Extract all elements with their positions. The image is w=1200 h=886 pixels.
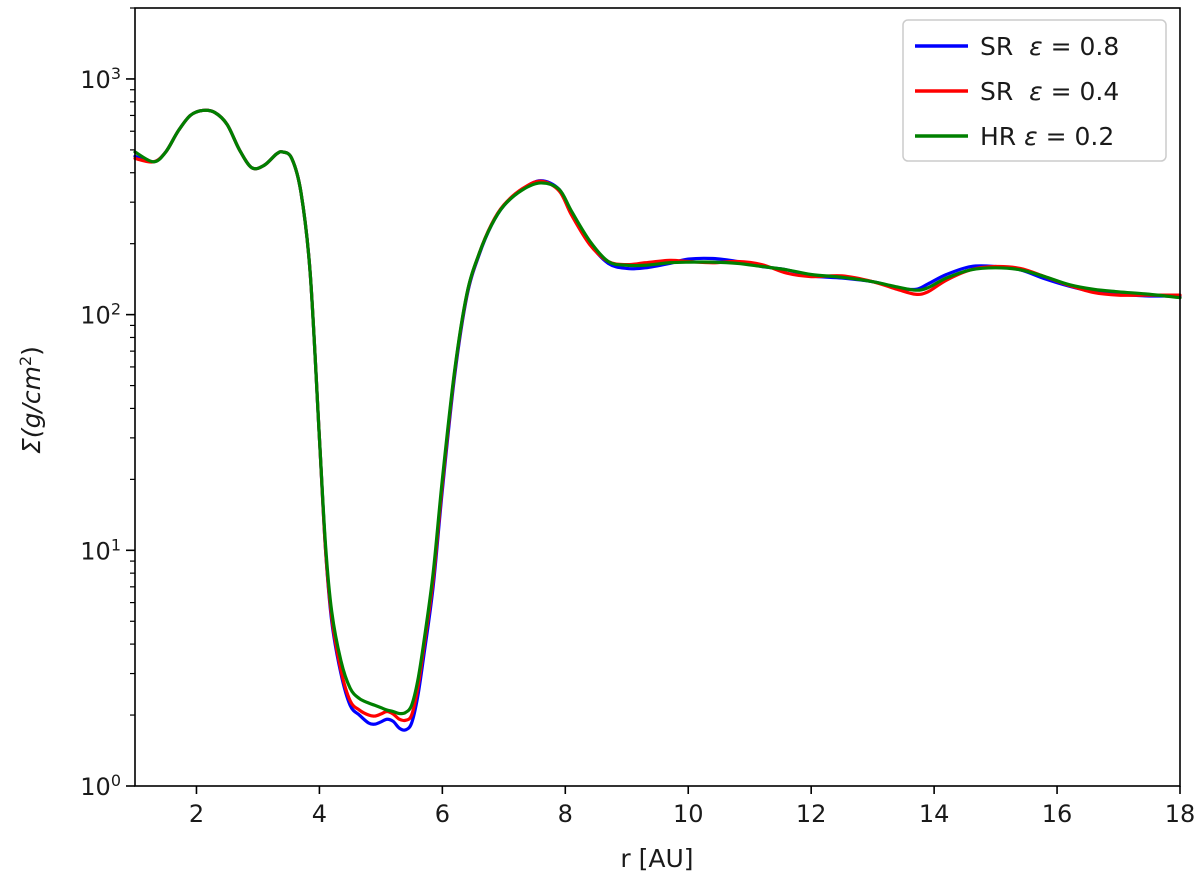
x-tick-label: 8: [558, 800, 573, 828]
x-tick-label: 18: [1165, 800, 1196, 828]
legend-label-1: SR ε = 0.8: [980, 32, 1119, 61]
legend: SR ε = 0.8 SR ε = 0.4 HR ε = 0.2: [902, 19, 1167, 162]
x-axis-label: r [AU]: [620, 844, 693, 873]
legend-entries: SR ε = 0.8 SR ε = 0.4 HR ε = 0.2: [915, 32, 1119, 151]
x-tick-label: 12: [796, 800, 827, 828]
y-axis-label: Σ(g/cm2): [16, 346, 47, 454]
series-line-2: [133, 108, 1182, 723]
y-tick-label: 101: [80, 535, 121, 566]
x-tick-label: 4: [312, 800, 327, 828]
x-tick-label: 6: [435, 800, 450, 828]
y-tick-label: 100: [80, 771, 121, 802]
legend-label-2: SR ε = 0.4: [980, 77, 1119, 106]
y-tick-label: 103: [80, 63, 121, 94]
x-tick-label: 14: [919, 800, 950, 828]
x-tick-label: 16: [1042, 800, 1073, 828]
series-line-1: [133, 108, 1182, 732]
legend-label-3: HR ε = 0.2: [980, 122, 1114, 151]
legend-box: [902, 19, 1167, 162]
y-axis-ticks: 100 101 102 103: [80, 7, 135, 802]
x-tick-label: 10: [673, 800, 704, 828]
y-tick-label: 102: [80, 299, 121, 330]
x-axis-ticks: 2 4 6 8 10 12 14 16 18: [189, 786, 1195, 828]
x-tick-label: 2: [189, 800, 204, 828]
series-line-3: [133, 108, 1182, 716]
series-lines: [133, 108, 1182, 732]
plot-frame: [134, 7, 1181, 787]
